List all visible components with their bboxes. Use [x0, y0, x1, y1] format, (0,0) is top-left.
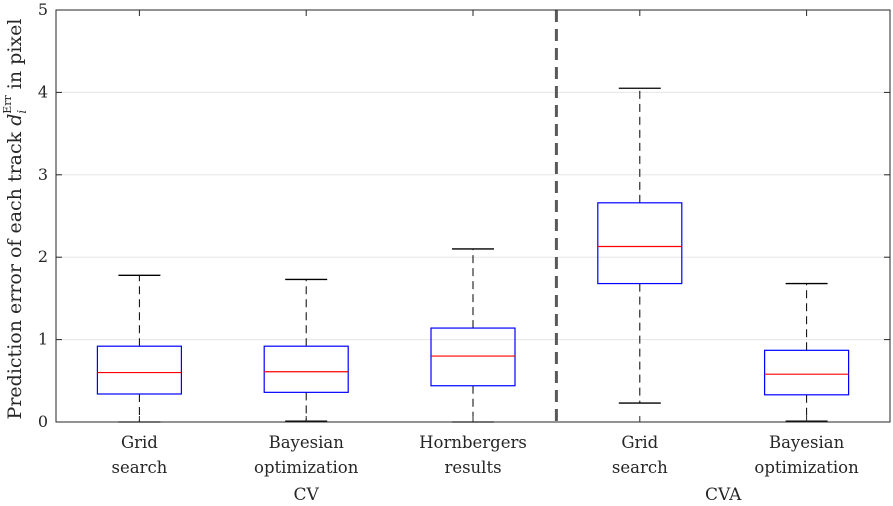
group-label: CV [294, 485, 320, 505]
y-tick-label: 0 [38, 412, 48, 431]
x-category-label: search [612, 458, 668, 477]
y-axis-ticks: 0 1 2 3 4 5 [38, 0, 890, 431]
y-axis-label-tail: in pixel [4, 19, 26, 96]
y-axis-label-sub: i [15, 110, 29, 114]
y-tick-label: 1 [38, 330, 48, 349]
x-axis-ticks [138, 10, 808, 422]
box-0 [96, 274, 183, 423]
y-axis-label-var: d [4, 114, 26, 126]
iqr-box [263, 345, 349, 393]
x-category-label: results [444, 458, 501, 477]
y-tick-label: 2 [38, 247, 48, 266]
y-tick-label: 4 [38, 82, 48, 101]
iqr-box [96, 345, 183, 395]
y-axis-label-sup: Err [1, 94, 14, 113]
labels: Grid search Bayesian optimization Hornberger… [111, 433, 859, 505]
y-axis-label: Prediction error of each track diErr in … [1, 19, 29, 420]
iqr-box [597, 202, 683, 285]
y-tick-label: 5 [38, 0, 48, 19]
y-tick-label: 3 [38, 165, 48, 184]
x-category-label: optimization [754, 458, 859, 477]
iqr-box [430, 327, 516, 387]
box-2 [430, 248, 516, 423]
x-category-label: search [111, 458, 167, 477]
iqr-box [763, 349, 850, 396]
box-3 [597, 87, 683, 404]
x-category-label: Bayesian [769, 433, 845, 452]
plot-area [96, 10, 850, 423]
box-1 [263, 278, 349, 422]
y-axis-label-main: Prediction error of each track [4, 126, 26, 420]
x-category-label: Bayesian [269, 433, 345, 452]
group-label: CVA [705, 485, 742, 505]
x-category-label: Grid [121, 433, 158, 452]
box-4 [763, 282, 850, 422]
gridlines [56, 91, 890, 341]
x-category-label: Hornbergers [419, 433, 527, 452]
x-category-label: Grid [621, 433, 658, 452]
x-category-label: optimization [254, 458, 359, 477]
